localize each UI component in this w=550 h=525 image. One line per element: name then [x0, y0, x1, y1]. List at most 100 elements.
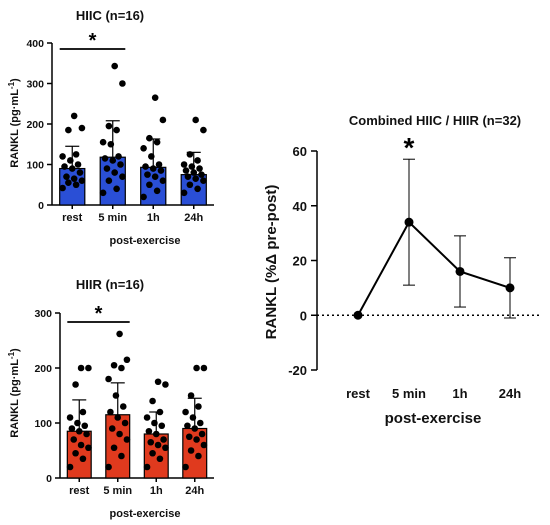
combined-y-axis-label: RANKL (%Δ pre-post) — [263, 185, 280, 340]
hiir-data-point — [195, 403, 202, 410]
combined-y-tick-label: 20 — [293, 254, 307, 269]
hiic-category-label: 24h — [184, 212, 203, 224]
hiir-data-point — [81, 422, 89, 430]
hiir-y-tick-label: 0 — [46, 473, 52, 485]
hiic-data-point — [101, 155, 109, 162]
hiic-data-point — [59, 184, 66, 192]
hiir-data-point — [70, 436, 78, 443]
hiir-category-label: rest — [69, 485, 90, 497]
hiic-x-axis-label: post-exercise — [110, 235, 181, 247]
hiic-y-axis-label: RANKL (pg·mL-1) — [7, 78, 22, 168]
hiic-y-tick-label: 0 — [38, 200, 44, 212]
hiir-data-point — [77, 364, 85, 372]
hiic-data-point — [149, 165, 157, 172]
hiic-data-point — [159, 116, 167, 124]
hiic-data-point — [200, 126, 207, 134]
hiir-data-point — [189, 414, 197, 421]
hiic-data-point — [99, 138, 107, 146]
hiir-category-label: 5 min — [103, 485, 132, 497]
hiic-data-point — [186, 181, 194, 189]
hiir-data-point — [110, 361, 118, 369]
hiic-data-point — [109, 157, 117, 164]
hiic-category-label: rest — [62, 212, 83, 224]
hiir-data-point — [185, 433, 193, 441]
hiic-data-point — [153, 187, 161, 195]
combined-title: Combined HIIC / HIIR (n=32) — [349, 113, 521, 128]
hiir-data-point — [105, 463, 112, 471]
hiic-data-point — [194, 157, 201, 164]
hiir-x-axis-label: post-exercise — [110, 508, 181, 520]
hiir-data-point — [74, 419, 81, 427]
hiir-data-point — [145, 427, 153, 435]
hiic-data-point — [65, 179, 72, 187]
hiic-data-point — [119, 80, 126, 87]
hiic-data-point — [140, 145, 147, 152]
hiic-data-point — [190, 169, 198, 176]
hiic-data-point — [115, 153, 122, 160]
hiir-data-point — [182, 408, 189, 416]
hiir-significance-star: * — [95, 303, 103, 325]
hiic-data-point — [107, 140, 115, 148]
hiir-y-tick-label: 300 — [34, 308, 52, 320]
hiir-data-point — [85, 364, 92, 372]
hiic-data-point — [103, 165, 111, 172]
combined-line-chart: Combined HIIC / HIIR (n=32) RANKL (%Δ pr… — [263, 113, 540, 427]
hiir-data-point — [114, 414, 122, 421]
hiic-data-point — [182, 167, 190, 174]
hiic-data-point — [78, 124, 86, 132]
hiir-data-point — [119, 403, 127, 410]
combined-y-tick-label: 60 — [293, 144, 307, 159]
hiir-data-point — [66, 463, 74, 471]
hiic-data-point — [188, 163, 196, 170]
hiir-data-point — [83, 430, 90, 438]
hiic-bar-chart: HIIC (n=16) RANKL (pg·mL-1) post-exercis… — [7, 8, 214, 247]
hiic-significance-star: * — [89, 30, 97, 52]
hiir-y-tick-label: 200 — [34, 363, 52, 375]
hiir-data-point — [118, 364, 125, 372]
hiir-data-point — [107, 408, 114, 416]
hiic-data-point — [186, 151, 194, 158]
hiir-data-point — [75, 427, 83, 435]
hiir-data-point — [182, 463, 189, 471]
combined-data-point — [353, 310, 363, 320]
hiic-data-point — [61, 163, 68, 170]
hiic-data-point — [153, 138, 161, 146]
hiir-data-point — [123, 436, 131, 443]
hiir-data-point — [121, 419, 129, 427]
hiir-data-point — [198, 430, 206, 438]
hiir-bar-chart: HIIR (n=16) RANKL (pg·mL-1) post-exercis… — [7, 277, 214, 520]
hiir-data-point — [160, 436, 167, 443]
hiic-data-point — [144, 171, 151, 178]
hiic-data-point — [184, 173, 192, 180]
combined-significance-star: * — [404, 132, 415, 163]
hiir-data-point — [154, 378, 162, 386]
combined-x-axis-label: post-exercise — [385, 410, 482, 427]
hiic-data-point — [99, 189, 107, 197]
hiir-data-point — [149, 397, 156, 405]
hiir-data-point — [162, 381, 169, 388]
hiic-data-point — [148, 153, 155, 160]
hiic-data-point — [70, 112, 78, 120]
hiir-data-point — [77, 441, 85, 449]
hiic-category-label: 5 min — [98, 212, 127, 224]
hiic-data-point — [70, 175, 78, 182]
hiic-data-point — [74, 161, 82, 168]
hiic-data-point — [111, 169, 118, 176]
combined-category-label: rest — [346, 386, 371, 401]
hiic-y-tick-label: 100 — [26, 160, 44, 172]
hiir-data-point — [105, 375, 112, 383]
hiir-data-point — [184, 422, 191, 430]
hiir-data-point — [116, 430, 123, 438]
hiir-data-point — [149, 449, 156, 457]
combined-y-tick-label: 0 — [300, 308, 307, 323]
hiic-data-point — [111, 62, 118, 70]
hiir-data-point — [123, 356, 131, 364]
hiic-data-point — [68, 165, 76, 172]
hiic-data-point — [194, 185, 201, 193]
hiic-data-point — [63, 173, 70, 180]
hiic-y-tick-label: 200 — [26, 119, 44, 131]
hiic-data-point — [117, 161, 124, 168]
hiic-title: HIIC (n=16) — [76, 8, 144, 23]
hiir-data-point — [66, 414, 74, 421]
